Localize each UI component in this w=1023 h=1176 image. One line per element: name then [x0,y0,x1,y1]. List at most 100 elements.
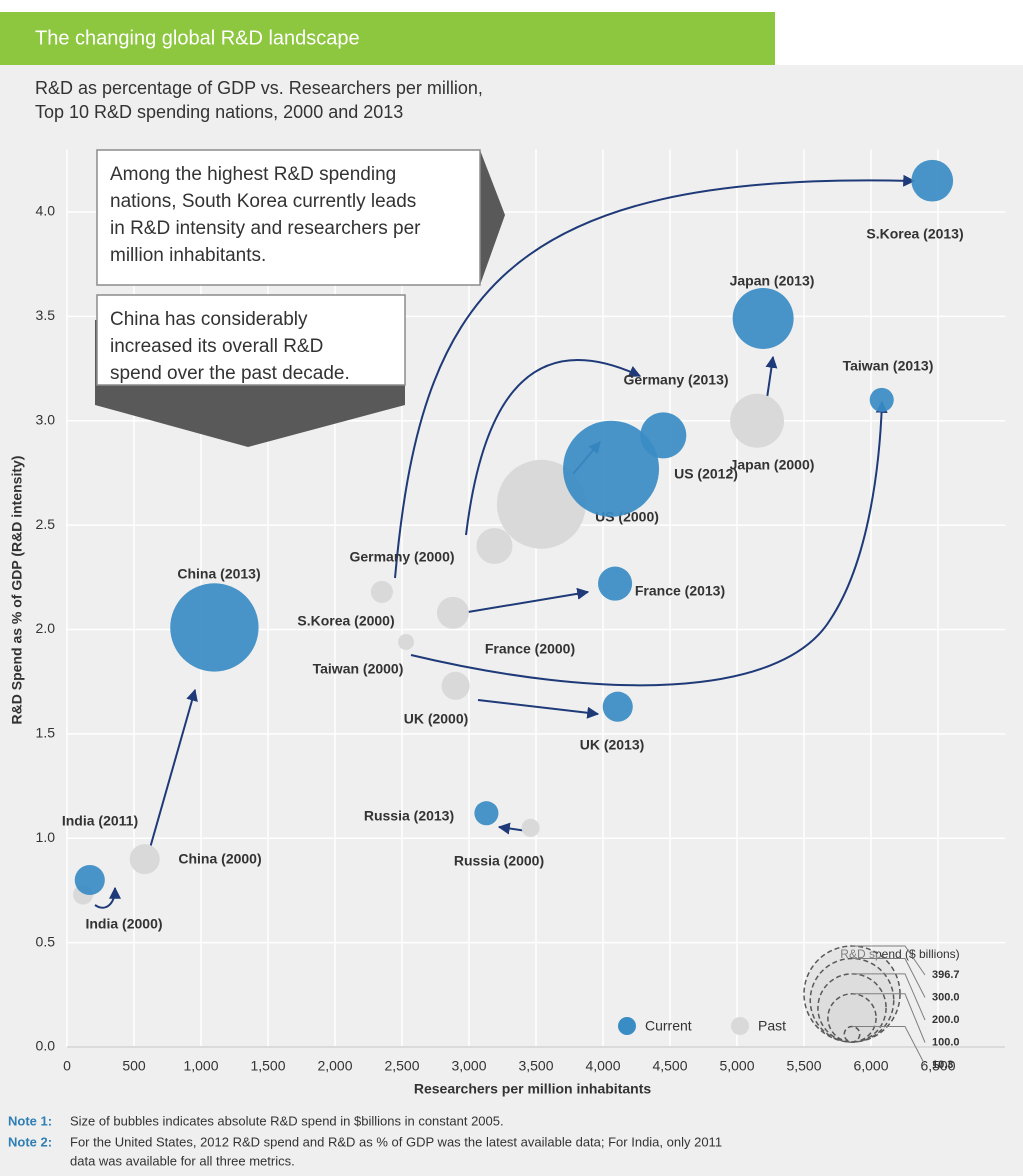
bubble [911,159,954,202]
arrow [149,688,198,849]
y-tick-label: 0.5 [36,933,56,949]
bubble [732,287,794,349]
arrow [94,886,121,909]
bubble [563,420,660,517]
point-label: China (2013) [177,566,260,582]
bubble [474,801,499,826]
annotation: nations, South Korea currently leads [110,191,416,212]
y-tick-label: 2.5 [36,516,56,532]
arrow [410,400,888,687]
annotation: China has considerably [110,309,308,330]
bubble [869,387,894,412]
point-label: France (2000) [485,641,575,657]
y-axis-label: R&D Spend as % of GDP (R&D intensity) [9,456,25,725]
bubble [398,634,415,651]
bubble [640,412,687,459]
chart-title: The changing global R&D landscape [35,27,360,49]
point-label: Taiwan (2013) [843,358,934,374]
x-tick-label: 0 [63,1058,71,1074]
point-label: UK (2000) [404,711,469,727]
bubble [521,818,540,837]
bubble [730,393,785,448]
note-text: For the United States, 2012 R&D spend an… [70,1134,722,1149]
note-label: Note 1: [8,1113,52,1128]
bubble [496,459,586,549]
title-bar [0,12,775,65]
arrow [765,355,778,399]
x-tick-label: 1,500 [250,1058,285,1074]
point-label: Germany (2000) [349,549,454,565]
size-legend-leader [852,958,926,998]
note-label: Note 2: [8,1134,52,1149]
point-label: Russia (2013) [364,808,454,824]
note-text: data was available for all three metrics… [70,1153,295,1168]
annotation: spend over the past decade. [110,363,350,384]
legend-marker [618,1017,636,1035]
size-legend-label: 10.3 [932,1059,953,1071]
bubble [598,566,633,601]
bubble [436,596,469,629]
arrow [465,359,642,536]
point-label: China (2000) [178,851,261,867]
annotation: million inhabitants. [110,245,266,266]
y-tick-label: 3.5 [36,307,56,323]
x-tick-label: 3,500 [518,1058,553,1074]
size-legend-title: R&D spend ($ billions) [840,947,959,961]
point-label: Taiwan (2000) [313,661,404,677]
point-label: US (2012) [674,466,738,482]
note-text: Size of bubbles indicates absolute R&D s… [70,1113,504,1128]
point-label: India (2000) [85,916,162,932]
x-tick-label: 500 [122,1058,146,1074]
point-label: France (2013) [635,583,725,599]
y-tick-label: 4.0 [36,203,56,219]
annotation: Among the highest R&D spending [110,164,396,185]
y-tick-label: 0.0 [36,1038,56,1054]
legend-label: Current [645,1018,692,1034]
x-tick-label: 4,000 [585,1058,620,1074]
y-tick-label: 1.0 [36,829,56,845]
size-legend-leader [852,973,926,1021]
x-tick-label: 4,500 [652,1058,687,1074]
x-tick-label: 5,000 [719,1058,754,1074]
y-tick-label: 1.5 [36,725,56,741]
point-label: S.Korea (2000) [297,613,394,629]
bubble [370,580,393,603]
bubble [602,691,633,722]
x-tick-label: 1,000 [183,1058,218,1074]
size-legend-label: 396.7 [932,969,960,981]
point-label: Germany (2013) [623,372,728,388]
legend-marker [731,1017,749,1035]
x-tick-label: 5,500 [786,1058,821,1074]
annotation: in R&D intensity and researchers per [110,218,421,239]
point-label: UK (2013) [580,737,645,753]
point-label: Japan (2000) [730,457,815,473]
arrow [477,699,600,719]
subtitle: Top 10 R&D spending nations, 2000 and 20… [35,102,403,122]
x-tick-label: 6,000 [853,1058,888,1074]
y-tick-label: 3.0 [36,411,56,427]
subtitle: R&D as percentage of GDP vs. Researchers… [35,78,483,98]
x-tick-label: 2,500 [384,1058,419,1074]
size-legend-label: 100.0 [932,1036,960,1048]
point-label: Japan (2013) [730,273,815,289]
point-label: S.Korea (2013) [866,226,963,242]
size-legend-label: 200.0 [932,1014,960,1026]
size-legend-label: 300.0 [932,991,960,1003]
x-tick-label: 3,000 [451,1058,486,1074]
arrow [467,587,590,613]
bubble [129,844,160,875]
arrow [394,174,916,579]
bubble [441,671,470,700]
legend-label: Past [758,1018,786,1034]
bubble [170,583,259,672]
size-legend-leader [852,993,926,1043]
x-axis-label: Researchers per million inhabitants [414,1081,652,1097]
point-label: India (2011) [62,813,138,829]
x-tick-label: 6,500 [920,1058,955,1074]
size-legend-leader [852,1026,926,1066]
size-legend-leader [852,945,926,976]
bubble [74,864,105,896]
y-tick-label: 2.0 [36,620,56,636]
size-legend-circle [843,1025,861,1043]
